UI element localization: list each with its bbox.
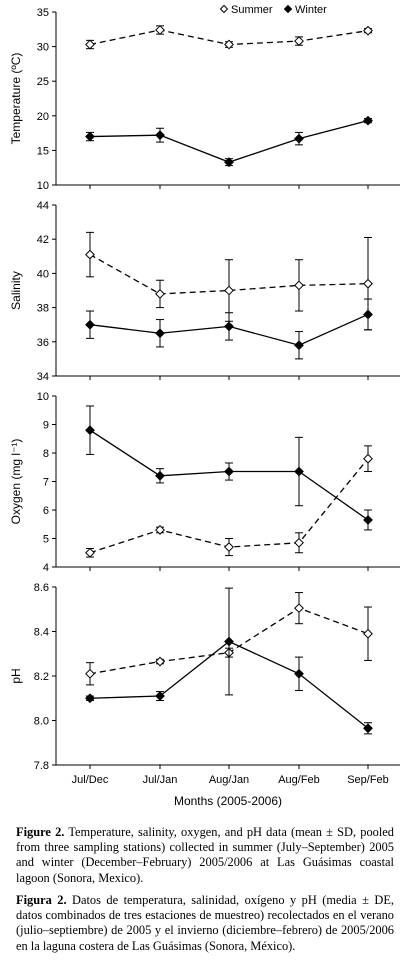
series-summer [85,445,373,558]
data-point [85,547,95,558]
legend-marker-winter [283,4,293,14]
chart-figure: 10 15 20 25 30 35 Temperature (ºC) Summer Winter… [9,4,400,808]
data-point [224,636,234,647]
x-tick-label: Sep/Feb [347,774,389,786]
series-winter [85,115,373,168]
x-tick-label: Jul/Jan [143,774,178,786]
y-axis-label: Oxygen (mg l⁻¹) [9,439,23,525]
y-tick-label: 5 [43,534,49,546]
data-point [294,537,304,548]
data-point [294,340,304,351]
data-point [155,656,165,667]
data-point [155,289,165,299]
data-point [85,668,95,679]
y-axis-label: Salinity [9,271,23,310]
data-point [155,25,165,35]
data-point [294,466,304,477]
y-tick-label: 36 [37,337,49,349]
y-axis-label: pH [9,668,23,683]
caption-english: Figure 2. Temperature, salinity, oxygen,… [16,825,394,886]
y-tick-label: 30 [37,42,49,54]
data-point [155,525,165,535]
y-tick-label: 6 [43,505,49,517]
y-tick-label: 8.4 [34,627,49,639]
data-point [363,25,373,36]
series-line [89,120,369,163]
caption-spanish: Figura 2. Datos de temperatura, salinida… [16,893,394,954]
chart-panel-3: 4 5 6 7 8 9 10 Oxygen (mg l⁻¹) [9,391,400,574]
series-winter [85,298,373,360]
y-tick-label: 10 [37,391,49,403]
caption-spanish-label: Figura 2. [16,893,67,907]
series-winter [85,405,373,531]
y-tick-label: 20 [37,111,49,123]
data-point [155,470,165,481]
y-tick-label: 8.0 [34,716,49,728]
y-tick-label: 8.2 [34,671,49,683]
legend-label-winter: Winter [295,4,327,16]
x-axis-label: Months (2005-2006) [174,794,282,808]
data-point [224,39,234,50]
y-tick-label: 9 [43,420,49,432]
y-tick-label: 7.8 [34,760,49,772]
data-point [85,319,95,330]
series-summer [85,25,373,50]
caption-english-text: Temperature, salinity, oxygen, and pH da… [16,825,394,885]
data-point [155,130,165,141]
y-tick-label: 4 [43,562,49,574]
series-summer [85,231,373,331]
data-point [363,628,373,639]
data-point [224,542,234,552]
y-tick-label: 44 [37,200,49,212]
y-tick-label: 7 [43,477,49,489]
chart-panel-4: 7.8 8.0 8.2 8.4 8.6 pH Jul/Dec Jul/Jan Aug/Jan Au… [9,582,400,808]
caption-english-label: Figure 2. [16,825,65,839]
y-tick-label: 34 [37,371,49,383]
caption-spanish-text: Datos de temperatura, salinidad, oxígeno… [16,893,394,953]
legend-marker-summer [219,4,229,14]
y-tick-label: 42 [37,234,49,246]
data-point [85,131,95,142]
data-point [85,425,95,436]
series-winter [85,587,373,735]
data-point [363,115,373,126]
chart-panel-2: 34 36 38 40 42 44 Salinity [9,200,400,383]
y-tick-label: 25 [37,76,49,88]
data-point [363,723,373,734]
y-axis-label: Temperature (ºC) [9,53,23,145]
x-tick-label: Jul/Dec [72,774,109,786]
data-point [363,278,373,289]
data-point [294,603,304,614]
data-point [224,321,234,332]
data-point [85,249,95,260]
data-point [155,328,165,339]
data-point [294,280,304,291]
y-tick-label: 15 [37,145,49,157]
series-line [89,254,369,295]
x-tick-label: Aug/Feb [278,774,320,786]
data-point [224,466,234,477]
data-point [363,309,373,320]
data-point [85,39,95,50]
y-tick-label: 35 [37,7,49,19]
chart-panel-1: 10 15 20 25 30 35 Temperature (ºC) Summer Winter [9,4,400,192]
y-tick-label: 10 [37,180,49,192]
data-point [155,691,165,701]
data-point [224,157,234,168]
x-tick-label: Aug/Jan [209,774,249,786]
data-point [294,133,304,144]
legend-label-summer: Summer [231,4,273,16]
data-point [363,453,373,464]
y-tick-label: 8.6 [34,582,49,594]
data-point [294,668,304,679]
data-point [224,285,234,296]
data-point [363,515,373,525]
y-tick-label: 8 [43,448,49,460]
data-point [85,693,95,704]
legend: Summer Winter [219,4,327,16]
data-point [294,36,304,46]
y-tick-label: 38 [37,303,49,315]
y-tick-label: 40 [37,268,49,280]
